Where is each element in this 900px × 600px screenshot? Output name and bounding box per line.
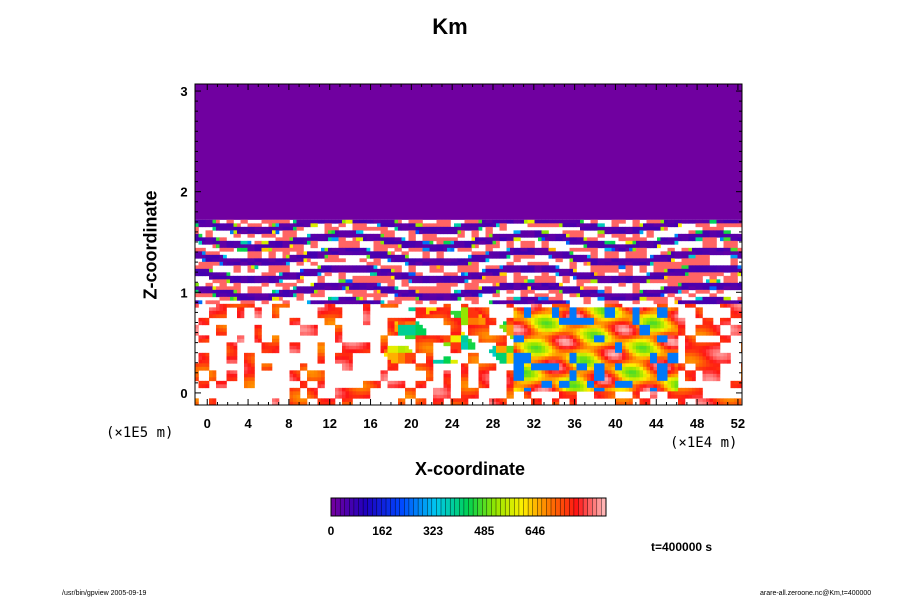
y-tick-label: 2: [180, 185, 187, 200]
x-tick-label: 4: [244, 416, 252, 431]
x-tick-label: 52: [731, 416, 745, 431]
x-tick-label: 44: [649, 416, 664, 431]
plot-frame: [194, 83, 743, 406]
chart-title: Km: [432, 14, 468, 39]
colorbar-tick-label: 162: [372, 524, 392, 538]
colorbar: 0 162 323 485 646: [328, 497, 607, 538]
x-tick-label: 36: [567, 416, 581, 431]
x-tick-label: 32: [527, 416, 541, 431]
x-axis-unit: (×1E4 m): [670, 435, 738, 451]
heatmap-field: [195, 84, 742, 405]
colorbar-tick-label: 646: [525, 524, 545, 538]
y-axis-label: Z-coordinate: [140, 190, 161, 300]
x-tick-label: 12: [322, 416, 336, 431]
colorbar-tick-label: 323: [423, 524, 443, 538]
y-tick-label: 3: [180, 84, 187, 99]
colorbar-frame: [330, 497, 607, 517]
x-tick-label: 48: [690, 416, 704, 431]
x-tick-label: 40: [608, 416, 622, 431]
x-tick-label: 24: [445, 416, 460, 431]
x-tick-label: 0: [204, 416, 211, 431]
colorbar-tick-label: 485: [474, 524, 494, 538]
x-tick-label: 8: [285, 416, 292, 431]
field-cells: [195, 219, 742, 405]
time-annotation: t=400000 s: [651, 540, 713, 554]
x-tick-label: 28: [486, 416, 500, 431]
y-axis: 0 1 2 3: [180, 84, 742, 401]
y-tick-label: 1: [180, 285, 187, 300]
colorbar-tick-label: 0: [328, 524, 335, 538]
x-axis: 0 4 8 12 16 20 24 28 32 36 40 44 48 52: [204, 84, 745, 431]
footer-left: /usr/bin/gpview 2005-09-19: [62, 590, 147, 597]
x-tick-label: 20: [404, 416, 418, 431]
field-uniform-layer: [195, 84, 742, 220]
y-axis-unit: (×1E5 m): [106, 425, 174, 441]
x-axis-label: X-coordinate: [414, 459, 525, 479]
footer-right: arare-all.zeroone.nc@Km,t=400000: [760, 590, 872, 597]
x-tick-label: 16: [363, 416, 377, 431]
y-tick-label: 0: [180, 386, 187, 401]
